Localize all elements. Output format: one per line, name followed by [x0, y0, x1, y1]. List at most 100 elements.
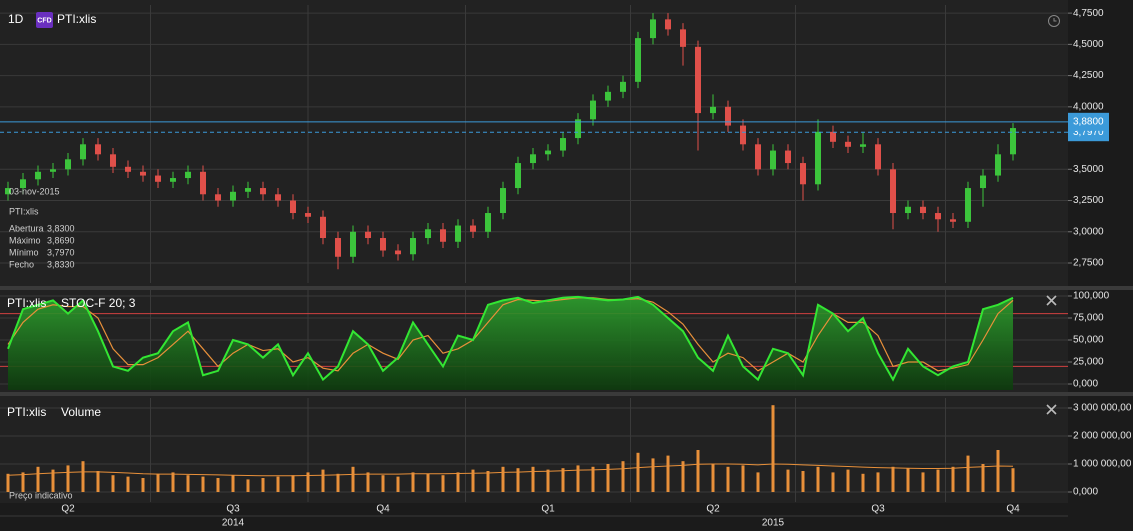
volume-bar: [456, 472, 460, 493]
volume-bar: [756, 472, 760, 493]
candle-body: [950, 219, 956, 222]
volume-bar: [81, 461, 85, 493]
candle-body: [290, 200, 296, 214]
volume-bar: [141, 478, 145, 493]
volume-bar: [666, 455, 670, 493]
volume-bar: [636, 452, 640, 493]
x-tick-label: Q3: [871, 504, 885, 515]
y-tick-label: 3,2500: [1073, 195, 1104, 206]
line-series: [7, 295, 1014, 382]
volume-bar: [21, 472, 25, 493]
candle-body: [515, 163, 521, 189]
symbol[interactable]: PTI:xlis: [57, 12, 96, 26]
candle-body: [680, 29, 686, 47]
volume-bar: [621, 461, 625, 493]
volume-bar: [381, 475, 385, 493]
y-tick-label: 4,2500: [1073, 70, 1104, 81]
x-tick-label: Q3: [226, 504, 240, 515]
volume-bar: [426, 473, 430, 493]
volume-bar: [711, 464, 715, 493]
candle-body: [575, 119, 581, 139]
candle-body: [245, 188, 251, 192]
volume-bar: [516, 468, 520, 493]
candle-body: [485, 213, 491, 232]
candle-body: [590, 100, 596, 120]
volume-bar: [216, 478, 220, 493]
candle-body: [20, 179, 26, 189]
volume-bar: [696, 450, 700, 493]
volume-bar: [936, 469, 940, 493]
plot-layer: Q2 Q3 Q4 Q1 Q2 Q3 Q4 2014 2015 2,7500 3,0000 3,2500…: [0, 5, 1132, 529]
candle-body: [635, 38, 641, 82]
candle-body: [50, 169, 56, 172]
info-date: 03-nov-2015: [9, 186, 60, 196]
volume-bar: [396, 476, 400, 493]
candle-body: [980, 175, 986, 189]
clock-icon[interactable]: [1048, 15, 1060, 27]
candle-body: [800, 163, 806, 185]
volume-bar: [561, 468, 565, 493]
badge: CFD: [37, 17, 51, 24]
volume-bar: [981, 464, 985, 493]
candle-body: [875, 144, 881, 170]
candle-body: [620, 81, 626, 92]
candle-body: [860, 144, 866, 147]
volume-bar: [876, 472, 880, 493]
candle-body: [470, 225, 476, 232]
candle-body: [110, 154, 116, 167]
candle-body: [260, 188, 266, 195]
volume-bar: [651, 458, 655, 493]
volume-bar: [891, 466, 895, 493]
candle-body: [380, 238, 386, 251]
volume-bar: [411, 472, 415, 493]
close-panel[interactable]: [1046, 404, 1057, 415]
y-tick-label: 2 000 000,00: [1073, 431, 1132, 442]
volume-average: [7, 463, 1014, 477]
candle-body: [230, 191, 236, 201]
candle-body: [785, 150, 791, 164]
volume-bar: [486, 471, 490, 493]
volume-symbol: PTI:xlis: [7, 405, 46, 419]
candle-body: [320, 216, 326, 239]
volume-bar: [36, 466, 40, 493]
volume-bar: [831, 472, 835, 493]
candle-body: [845, 141, 851, 147]
y-tick-label: 1 000 000,00: [1073, 459, 1132, 470]
volume-bar: [441, 475, 445, 493]
volume-bar: [366, 472, 370, 493]
footnote: Preço indicativo: [9, 490, 73, 500]
candle-body: [740, 125, 746, 145]
candle-body: [770, 150, 776, 170]
candle-body: [80, 144, 86, 160]
volume-bar: [276, 476, 280, 493]
info-label: Abertura: [9, 223, 44, 233]
volume-bar: [531, 466, 535, 493]
candle-body: [710, 106, 716, 114]
candle-body: [125, 166, 131, 172]
candle-body: [965, 188, 971, 222]
volume-bar: [741, 465, 745, 493]
price-tag: [1068, 112, 1109, 131]
interval[interactable]: 1D: [8, 12, 24, 26]
stoch-title: STOC-F 20; 3: [61, 296, 136, 310]
volume-bar: [6, 473, 10, 493]
x-tick-label: Q1: [541, 504, 555, 515]
area-fill: [8, 296, 1013, 390]
volume-bar: [126, 476, 130, 493]
candle-body: [425, 229, 431, 239]
candle-body: [995, 154, 1001, 176]
x-year-label: 2015: [762, 518, 785, 529]
badge-bg: [36, 12, 53, 28]
y-tick-label: 50,000: [1073, 335, 1104, 346]
line-series: [7, 297, 1014, 372]
x-tick-label: Q4: [376, 504, 390, 515]
candle-body: [545, 150, 551, 155]
volume-bar: [186, 475, 190, 493]
candle-body: [275, 194, 281, 201]
candle-body: [350, 231, 356, 257]
close-panel[interactable]: [1046, 295, 1057, 306]
volume-bar: [156, 473, 160, 493]
candle-body: [560, 138, 566, 151]
volume-title: Volume: [61, 405, 101, 419]
x-tick-label: Q2: [706, 504, 720, 515]
